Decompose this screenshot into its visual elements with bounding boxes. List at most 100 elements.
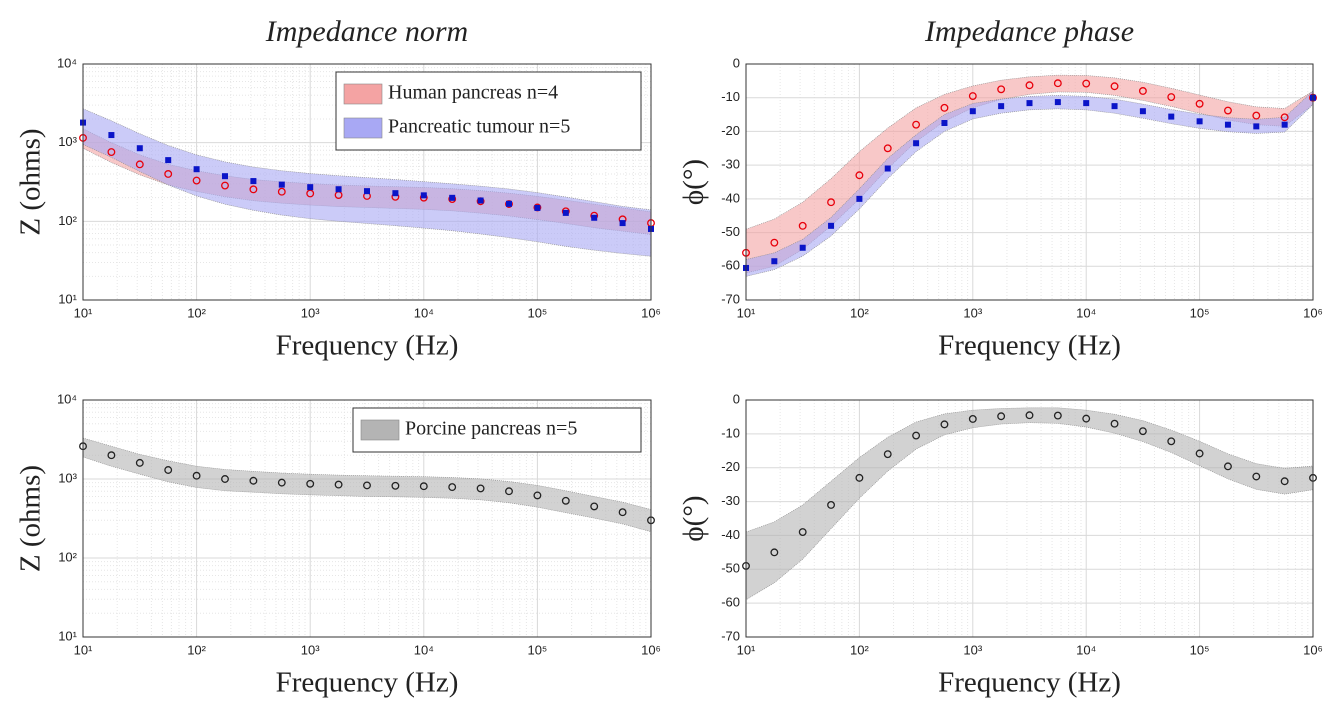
x-tick-label: 10⁶ bbox=[1303, 305, 1323, 320]
y-tick-label: -20 bbox=[721, 459, 740, 474]
x-tick-label: 10⁶ bbox=[641, 305, 661, 320]
marker bbox=[883, 450, 892, 459]
marker bbox=[306, 189, 315, 198]
x-tick-label: 10⁴ bbox=[414, 642, 434, 657]
subplot: 10¹ 10² 10³ 10⁴ 10⁵ 10⁶ 0 -10 -20 -30 -40 -50 -60 -70… bbox=[678, 391, 1323, 698]
marker bbox=[363, 481, 371, 490]
marker bbox=[1026, 100, 1033, 107]
y-tick-label: 10¹ bbox=[58, 291, 77, 306]
legend-label: Porcine pancreas n=5 bbox=[405, 418, 577, 440]
marker bbox=[997, 85, 1006, 94]
marker bbox=[392, 190, 399, 197]
x-tick-label: 10⁴ bbox=[414, 305, 434, 320]
band bbox=[82, 108, 652, 257]
marker bbox=[771, 258, 778, 265]
y-tick-label: 10³ bbox=[58, 134, 77, 149]
marker bbox=[136, 145, 143, 152]
marker bbox=[1111, 103, 1118, 110]
marker bbox=[1025, 411, 1034, 420]
marker bbox=[1053, 411, 1062, 420]
y-tick-label: -40 bbox=[721, 527, 740, 542]
y-tick-label: -30 bbox=[721, 493, 740, 508]
y-tick-label: -30 bbox=[721, 157, 740, 172]
marker bbox=[1280, 113, 1289, 122]
y-tick-label: 10⁴ bbox=[57, 391, 77, 406]
marker bbox=[250, 178, 257, 185]
marker bbox=[1168, 113, 1175, 120]
chart-title: Impedance norm bbox=[265, 15, 468, 48]
y-axis-label: ϕ(°) bbox=[678, 159, 710, 205]
marker bbox=[334, 480, 343, 489]
x-tick-label: 10⁴ bbox=[1076, 305, 1096, 320]
marker bbox=[449, 194, 456, 201]
marker bbox=[476, 484, 485, 493]
marker bbox=[477, 197, 484, 204]
marker bbox=[1253, 123, 1260, 130]
marker bbox=[940, 420, 949, 429]
marker bbox=[940, 103, 949, 112]
marker bbox=[828, 222, 835, 229]
x-tick-label: 10³ bbox=[963, 305, 982, 320]
marker bbox=[505, 200, 513, 208]
x-tick-label: 10¹ bbox=[737, 305, 756, 320]
y-tick-label: 0 bbox=[733, 391, 740, 406]
marker bbox=[165, 157, 172, 164]
marker bbox=[798, 528, 807, 536]
x-tick-label: 10² bbox=[850, 305, 869, 320]
y-tick-label: -10 bbox=[721, 89, 740, 104]
marker bbox=[164, 170, 173, 178]
marker bbox=[1053, 79, 1062, 88]
marker bbox=[618, 508, 627, 517]
marker bbox=[135, 160, 144, 169]
marker bbox=[193, 166, 200, 173]
chart-title: Impedance phase bbox=[924, 15, 1134, 48]
band bbox=[82, 437, 652, 533]
marker bbox=[277, 478, 286, 487]
x-axis-label: Frequency (Hz) bbox=[938, 330, 1121, 362]
x-tick-label: 10¹ bbox=[74, 642, 93, 657]
marker bbox=[221, 173, 228, 180]
x-tick-label: 10⁴ bbox=[1076, 642, 1096, 657]
x-tick-label: 10⁶ bbox=[1303, 642, 1323, 657]
axes-frame bbox=[745, 399, 1314, 638]
subplot: 10¹ 10² 10³ 10⁴ 10⁵ 10⁶ 0 -10 -20 -30 -40 -50 -60 -70… bbox=[678, 15, 1323, 362]
marker bbox=[1138, 427, 1147, 436]
x-tick-label: 10³ bbox=[301, 305, 320, 320]
axes-frame bbox=[82, 63, 652, 301]
legend-label: Pancreatic tumour n=5 bbox=[388, 116, 570, 138]
marker bbox=[1110, 419, 1119, 428]
x-tick-label: 10⁵ bbox=[527, 642, 547, 657]
marker bbox=[968, 415, 977, 423]
marker bbox=[249, 185, 258, 194]
y-tick-label: -70 bbox=[721, 628, 740, 643]
y-axis-label: ϕ(°) bbox=[678, 495, 710, 541]
legend-swatch bbox=[360, 419, 400, 441]
legend-box bbox=[335, 71, 642, 151]
marker bbox=[770, 238, 779, 247]
marker bbox=[799, 244, 806, 251]
marker bbox=[913, 140, 920, 147]
marker bbox=[1281, 121, 1288, 128]
marker bbox=[534, 204, 541, 211]
y-tick-label: -10 bbox=[721, 425, 740, 440]
marker bbox=[912, 431, 921, 440]
marker bbox=[590, 502, 599, 511]
x-tick-label: 10⁵ bbox=[527, 305, 547, 320]
marker bbox=[561, 496, 570, 505]
marker bbox=[941, 120, 948, 126]
y-tick-label: 10⁴ bbox=[57, 55, 77, 70]
marker bbox=[307, 184, 314, 191]
marker bbox=[770, 548, 779, 557]
marker bbox=[505, 200, 512, 207]
marker bbox=[591, 214, 598, 221]
marker bbox=[1025, 81, 1034, 90]
marker bbox=[827, 501, 835, 509]
marker bbox=[998, 103, 1005, 110]
x-tick-label: 10⁵ bbox=[1190, 305, 1210, 320]
marker bbox=[192, 176, 201, 185]
marker bbox=[912, 120, 921, 129]
marker bbox=[391, 481, 400, 490]
marker bbox=[855, 473, 864, 482]
marker bbox=[249, 476, 258, 485]
